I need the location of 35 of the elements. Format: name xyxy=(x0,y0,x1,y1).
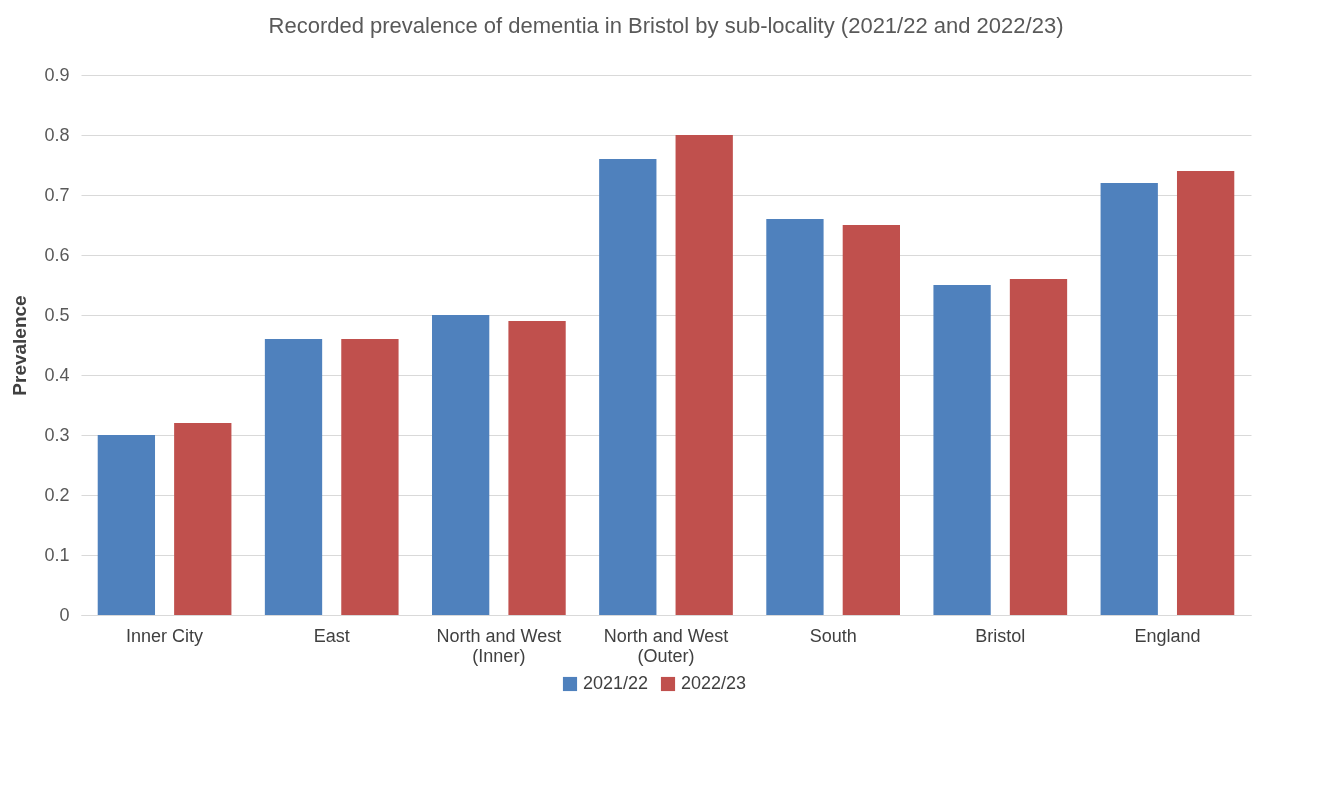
bar xyxy=(1100,183,1158,615)
bar xyxy=(1176,171,1235,615)
x-tick-label: East xyxy=(313,625,350,646)
bar xyxy=(341,339,399,615)
bar xyxy=(508,321,566,615)
bar xyxy=(432,315,490,615)
legend-label: 2022/23 xyxy=(681,673,747,693)
bar xyxy=(599,159,657,615)
bar xyxy=(842,225,900,615)
y-tick-label: 0.8 xyxy=(44,124,70,145)
y-axis-title: Prevalence xyxy=(9,295,31,396)
bar xyxy=(766,219,824,615)
y-tick-label: 0.2 xyxy=(44,484,70,505)
y-tick-label: 0.3 xyxy=(44,424,70,445)
bar xyxy=(933,285,991,615)
y-tick-label: 0 xyxy=(59,604,70,625)
y-tick-label: 0.7 xyxy=(44,184,70,205)
x-tick-label: South xyxy=(809,625,857,646)
y-tick-label: 0.1 xyxy=(44,544,70,565)
x-tick-label: North and West (Inner) xyxy=(436,625,562,666)
x-tick-label: North and West (Outer) xyxy=(603,625,729,666)
x-tick-label: England xyxy=(1134,625,1201,646)
x-tick-label: Inner City xyxy=(126,625,204,646)
x-tick-label: Bristol xyxy=(975,625,1026,646)
bar xyxy=(264,339,323,615)
y-tick-label: 0.5 xyxy=(44,304,70,325)
y-tick-label: 0.6 xyxy=(44,244,70,265)
y-tick-label: 0.9 xyxy=(44,64,70,85)
y-tick-label: 0.4 xyxy=(44,364,70,385)
bar xyxy=(675,135,733,615)
legend-label: 2021/22 xyxy=(583,673,649,693)
chart-title: Recorded prevalence of dementia in Bristol by sub-locality (2021/22 and 2022/23) xyxy=(268,13,1064,38)
bar xyxy=(174,423,232,615)
bar xyxy=(1009,279,1068,615)
bar xyxy=(97,435,156,615)
